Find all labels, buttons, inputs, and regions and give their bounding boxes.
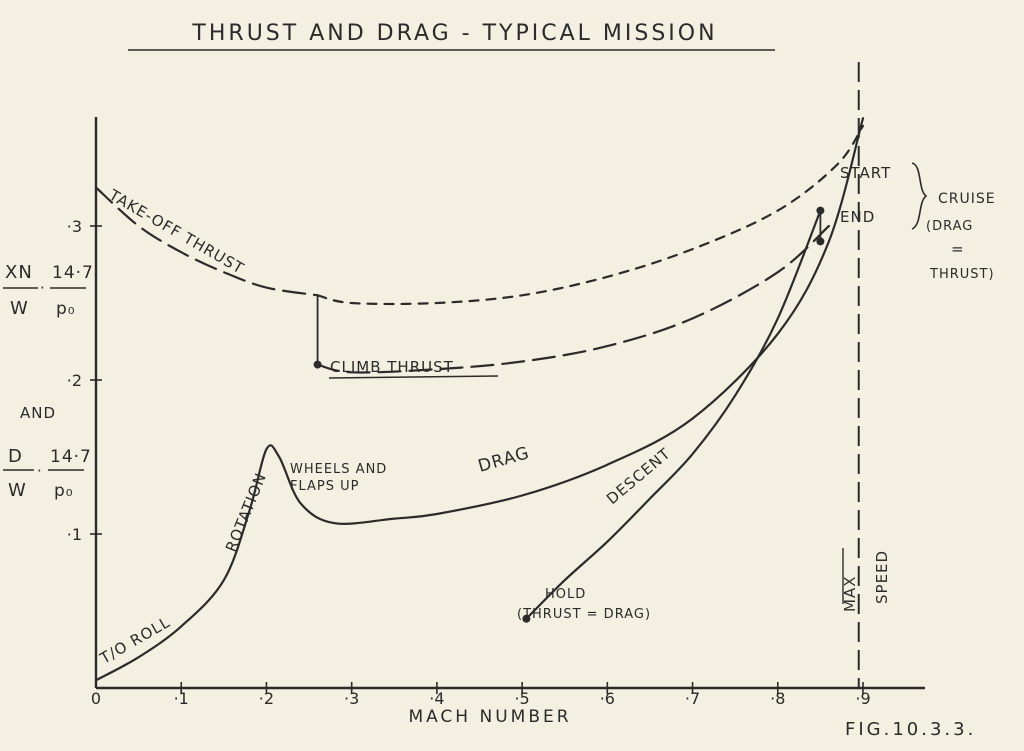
y-label-thrust-numerator: XN: [5, 262, 33, 283]
label-cruise-line1: CRUISE: [938, 191, 996, 207]
y-axis-label: XN W · 14·7 p₀ AND D W · 14·7 p₀: [3, 262, 94, 501]
x-tick-label: ·2: [259, 689, 274, 708]
series-line-3: [94, 117, 865, 682]
series-line-2: [316, 224, 830, 374]
y-label-pressure-ratio-2: 14·7: [50, 447, 92, 467]
x-tick-label: ·7: [685, 689, 700, 708]
x-tick-label: ·3: [344, 689, 359, 708]
y-label-drag-denominator: W: [8, 480, 27, 501]
y-label-dot-1: ·: [40, 279, 46, 297]
y-tick-label: ·2: [67, 371, 82, 390]
series-line-0: [94, 186, 319, 297]
series-group: [94, 62, 865, 688]
point-marker: [816, 206, 825, 215]
label-descent: DESCENT: [603, 444, 674, 508]
point-marker: [313, 360, 322, 369]
label-cruise-line2: (DRAG: [926, 219, 973, 234]
annotation-group: TAKE-OFF THRUST CLIMB THRUST DRAG DESCEN…: [96, 162, 996, 668]
point-marker: [522, 614, 531, 623]
climb-thrust-underline: [328, 375, 499, 379]
y-label-pressure-1: p₀: [56, 299, 76, 319]
y-label-thrust-denominator: W: [10, 298, 29, 319]
y-label-connector: AND: [20, 404, 56, 422]
y-tick-label: ·3: [67, 217, 82, 236]
label-climb-thrust: CLIMB THRUST: [330, 358, 454, 376]
cruise-brace: [911, 162, 928, 230]
label-rotation: ROTATION: [222, 470, 270, 555]
label-cruise-start: START: [840, 164, 891, 182]
x-tick-label: ·4: [429, 689, 444, 708]
y-tick-label: ·1: [67, 525, 82, 544]
label-cruise-line3: =: [951, 240, 965, 258]
label-hold-line2: (THRUST = DRAG): [517, 607, 651, 622]
y-label-pressure-ratio-1: 14·7: [52, 263, 94, 283]
y-label-pressure-2: p₀: [54, 481, 74, 501]
x-tick-label: 0: [91, 689, 101, 708]
x-tick-label: ·1: [174, 689, 189, 708]
label-hold-line1: HOLD: [545, 587, 586, 602]
series-line-4: [525, 209, 822, 620]
label-cruise-end: END: [840, 208, 875, 226]
label-speed: SPEED: [873, 550, 891, 604]
figure-label: FIG.10.3.3.: [845, 719, 976, 740]
chart-title: THRUST AND DRAG - TYPICAL MISSION: [191, 21, 717, 46]
label-max: MAX: [841, 576, 859, 612]
label-wheels-line2: FLAPS UP: [290, 479, 360, 494]
x-tick-label: ·9: [855, 689, 870, 708]
x-tick-label: ·6: [600, 689, 615, 708]
label-cruise-line4: THRUST): [929, 267, 995, 282]
y-label-drag-numerator: D: [8, 446, 23, 467]
label-drag: DRAG: [476, 443, 532, 477]
tick-group: 0 ·1 ·2 ·3 ·4 ·5 ·6 ·7 ·8 ·9 ·1 ·2 ·3: [67, 217, 871, 708]
x-axis-label: MACH NUMBER: [408, 707, 571, 727]
series-line-1: [316, 124, 865, 306]
label-wheels-line1: WHEELS AND: [290, 462, 387, 477]
x-tick-label: ·8: [770, 689, 785, 708]
x-tick-label: ·5: [514, 689, 529, 708]
label-takeoff-thrust: TAKE-OFF THRUST: [105, 185, 247, 277]
y-label-dot-2: ·: [37, 462, 43, 480]
point-marker: [816, 237, 825, 246]
